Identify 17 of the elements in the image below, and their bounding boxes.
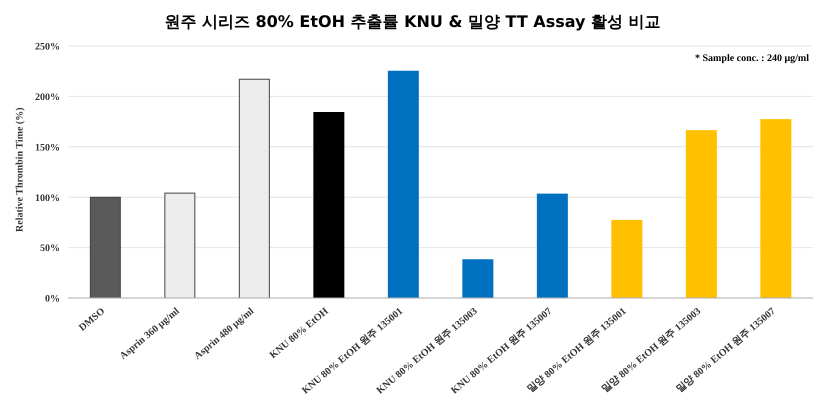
- annotation: * Sample conc. : 240 μg/ml: [695, 53, 809, 64]
- y-tick-label: 250%: [35, 42, 60, 53]
- bar: [686, 130, 717, 298]
- bar: [611, 220, 642, 298]
- bar: [536, 194, 568, 298]
- bar: [313, 112, 344, 298]
- y-tick-label: 50%: [40, 243, 60, 254]
- y-tick-label: 100%: [35, 192, 60, 204]
- y-axis-title: Relative Thrombin Time (%): [14, 107, 26, 232]
- bar: [462, 259, 494, 298]
- bar: [760, 119, 792, 298]
- y-tick-label: 0%: [45, 294, 60, 305]
- bar: [388, 70, 419, 298]
- chart-title: 원주 시리즈 80% EtOH 추출률 KNU & 밀양 TT Assay 활성 비교: [163, 11, 662, 33]
- y-tick-label: 200%: [35, 92, 60, 103]
- y-tick-label: 150%: [35, 142, 60, 154]
- bar: [90, 196, 121, 298]
